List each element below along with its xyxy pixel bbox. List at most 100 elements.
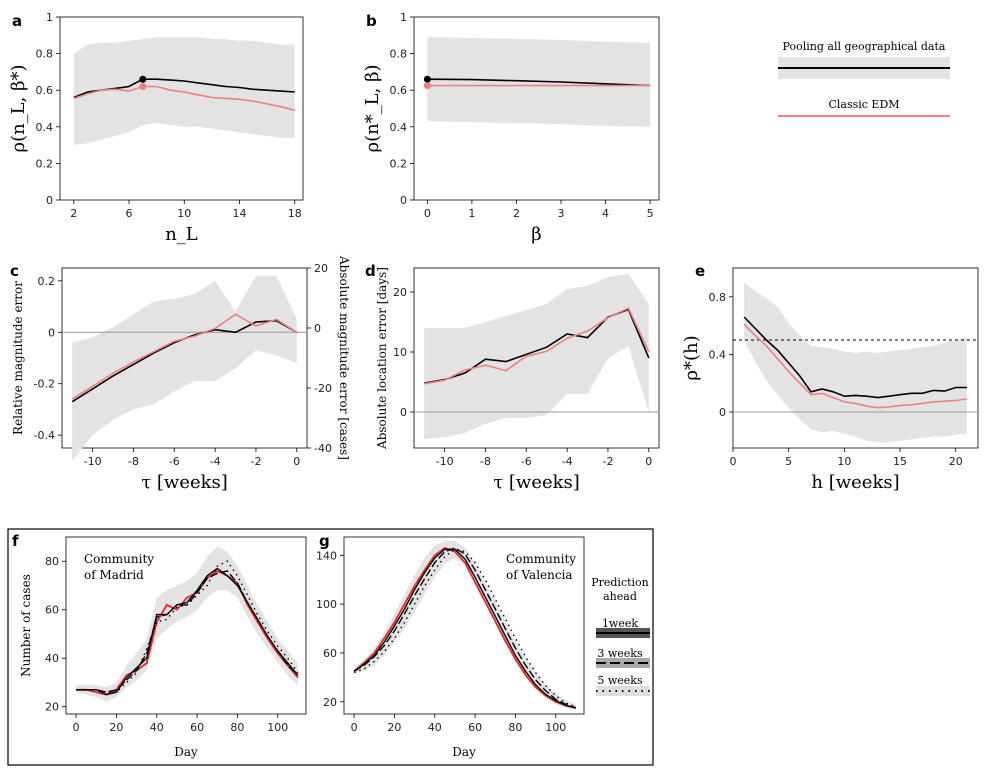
confidence-band-f <box>76 546 298 702</box>
plot-frame-a <box>59 16 304 201</box>
series-line-f-3 <box>76 560 299 693</box>
y-tick-label-d-1: 10 <box>393 346 407 359</box>
x-tick-label-d-0: -10 <box>436 455 454 468</box>
x-tick-label-g-4: 80 <box>508 721 522 734</box>
x-tick-label-a-4: 18 <box>288 207 302 220</box>
plot-frame-b <box>413 16 660 201</box>
series-line-e-0 <box>743 316 967 399</box>
series-line-g-2 <box>353 547 577 709</box>
annotation-line-2-f: of Madrid <box>84 568 144 582</box>
marker-pooling-b <box>423 75 431 83</box>
x-tick-label-c-5: 0 <box>293 455 300 468</box>
y-tick-label-b-2: 0.4 <box>390 121 408 134</box>
y-tick-label-f-3: 80 <box>45 555 59 568</box>
y-tick-label-c-1: -0.2 <box>34 378 55 391</box>
bottom-frame <box>7 528 654 766</box>
x-axis-label-g: Day <box>452 745 476 759</box>
x-tick-label-f-3: 60 <box>190 721 204 734</box>
series-line-c-1 <box>71 313 298 400</box>
plot-frame-e <box>732 267 979 449</box>
x-tick-label-g-1: 20 <box>387 721 401 734</box>
panel-g: 0 20 40 60 80 100 20 60 100 140 Day Community of Val… <box>316 536 585 759</box>
y-tick-label-g-3: 140 <box>316 549 337 562</box>
y-tick-label-d-0: 0 <box>400 406 407 419</box>
confidence-band-g <box>354 540 576 711</box>
y-axis-label-f: Number of cases <box>19 574 33 677</box>
x-tick-label-e-2: 10 <box>837 455 851 468</box>
x-tick-label-d-3: -4 <box>562 455 573 468</box>
y-tick-label-f-1: 40 <box>45 652 59 665</box>
series-line-d-1 <box>424 307 650 385</box>
x-tick-label-f-4: 80 <box>230 721 244 734</box>
y-axis-label-d: Absolute location error [days] <box>375 267 389 450</box>
y-tick-label-c-2: 0 <box>48 326 55 339</box>
series-line-f-0 <box>76 569 299 696</box>
y-axis-label-c: Relative magnitude error <box>11 281 25 435</box>
x-tick-label-a-0: 2 <box>70 207 77 220</box>
y2-tick-label-c-0: -40 <box>314 442 332 455</box>
x-tick-label-d-4: -2 <box>602 455 613 468</box>
x-tick-label-c-3: -4 <box>210 455 221 468</box>
x-tick-label-b-2: 2 <box>513 207 520 220</box>
y2-tick-label-c-2: 0 <box>314 322 321 335</box>
series-line-g-1 <box>353 548 577 709</box>
y2-tick-label-c-1: -20 <box>314 382 332 395</box>
x-tick-label-a-1: 6 <box>126 207 133 220</box>
panel-e: 0 5 10 15 20 0 0.4 0.8 h [weeks] ρ*(h) <box>681 267 979 493</box>
plot-frame-f <box>65 536 307 715</box>
x-tick-label-c-1: -8 <box>128 455 139 468</box>
x-axis-label-f: Day <box>174 745 198 759</box>
series-line-e-1 <box>743 323 968 409</box>
x-tick-label-c-2: -6 <box>169 455 180 468</box>
series-line-g-3 <box>353 548 577 708</box>
plot-frame-g <box>343 536 585 715</box>
x-tick-label-b-3: 3 <box>558 207 565 220</box>
panel-label-a: a <box>12 12 22 30</box>
panel-label-b: b <box>366 12 377 30</box>
confidence-band-d <box>424 274 649 439</box>
x-tick-label-f-1: 20 <box>109 721 123 734</box>
panel-b: 0 1 2 3 4 5 0 0.2 0.4 0.6 0.8 1 β ρ(n*_L, β) <box>362 11 660 245</box>
series-line-b-0 <box>427 78 651 87</box>
prediction-legend-item-1: 1week <box>602 617 638 630</box>
marker-classic-b <box>423 82 431 90</box>
y-tick-label-c-0: -0.4 <box>34 429 55 442</box>
x-axis-label-d: τ [weeks] <box>493 472 580 493</box>
x-tick-label-g-3: 60 <box>468 721 482 734</box>
x-tick-label-f-0: 0 <box>73 721 80 734</box>
x-tick-label-g-2: 40 <box>428 721 442 734</box>
y-tick-label-b-1: 0.2 <box>390 157 408 170</box>
x-tick-label-d-2: -6 <box>521 455 532 468</box>
y-tick-label-g-0: 20 <box>323 696 337 709</box>
annotation-line-1-g: Community <box>506 552 576 566</box>
x-tick-label-e-0: 0 <box>730 455 737 468</box>
y-tick-label-b-4: 0.8 <box>390 48 408 61</box>
legend-classic-label: Classic EDM <box>828 98 899 111</box>
x-tick-label-d-1: -8 <box>480 455 491 468</box>
x-axis-label-a: n_L <box>165 224 198 245</box>
x-tick-label-e-4: 20 <box>949 455 963 468</box>
x-tick-label-f-5: 100 <box>267 721 288 734</box>
plot-frame-c <box>61 267 308 449</box>
x-tick-label-c-4: -2 <box>250 455 261 468</box>
y-tick-label-d-2: 20 <box>393 286 407 299</box>
y-tick-label-f-0: 20 <box>45 701 59 714</box>
x-tick-label-b-5: 5 <box>647 207 654 220</box>
prediction-legend-item-3: 5 weeks <box>597 674 643 687</box>
marker-classic-a <box>139 83 147 91</box>
x-tick-label-f-2: 40 <box>150 721 164 734</box>
x-tick-label-c-0: -10 <box>84 455 102 468</box>
y-tick-label-a-3: 0.6 <box>36 84 54 97</box>
panel-d: -10 -8 -6 -4 -2 0 0 10 20 τ [weeks] Absolute locat… <box>375 267 660 493</box>
confidence-band-c <box>72 275 297 461</box>
y-axis-label-a: ρ(n_L, β*) <box>8 64 29 152</box>
panel-label-c: c <box>10 262 19 280</box>
y-tick-label-b-3: 0.6 <box>390 84 408 97</box>
marker-pooling-a <box>139 75 147 83</box>
prediction-legend-title-1: Prediction <box>591 576 649 589</box>
panel-label-f: f <box>12 532 19 550</box>
legend-pooling-label: Pooling all geographical data <box>783 40 946 53</box>
y-tick-label-a-2: 0.4 <box>36 121 54 134</box>
